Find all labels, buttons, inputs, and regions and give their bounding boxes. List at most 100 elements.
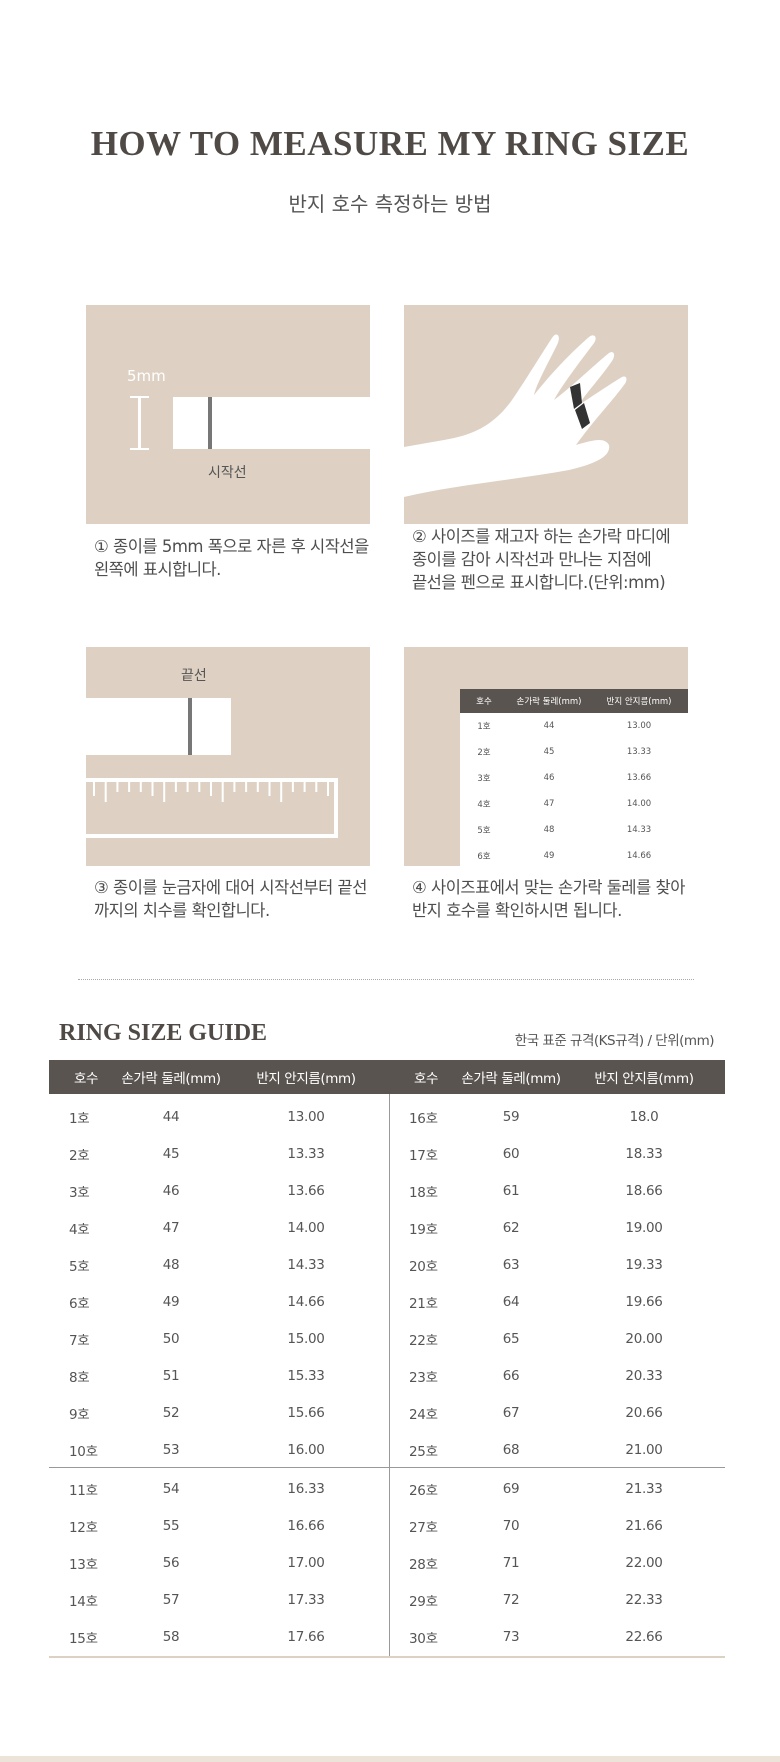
table-cell: 73: [502, 1628, 520, 1645]
table-cell: 68: [502, 1441, 520, 1458]
header-cell: 손가락 둘레(mm): [461, 1071, 561, 1087]
table-cell: 64: [502, 1293, 520, 1310]
hand-icon: [404, 334, 627, 497]
mini-cell: 2호: [477, 748, 491, 758]
caption-line: 종이를 감아 시작선과 만나는 지점에: [412, 550, 652, 569]
caption-line: 끝선을 펜으로 표시합니다.(단위:mm): [412, 573, 666, 592]
caption-line: 반지 호수를 확인하시면 됩니다.: [412, 901, 622, 920]
table-cell: 22.00: [625, 1554, 663, 1571]
table-cell: 17.00: [287, 1554, 325, 1571]
mini-table-header: 호수 손가락 둘레(mm) 반지 안지름(mm): [460, 689, 688, 713]
table-cell: 15.33: [287, 1367, 325, 1384]
table-row: 12호 55 16.66 27호 70 21.66: [49, 1507, 725, 1544]
caption-line: 까지의 치수를 확인합니다.: [94, 901, 270, 920]
table-cell: 15호: [69, 1630, 98, 1647]
table-cell: 17.33: [287, 1591, 325, 1608]
table-cell: 28호: [409, 1556, 438, 1573]
table-cell: 55: [162, 1517, 180, 1534]
step1-caption: ① 종이를 5mm 폭으로 자른 후 시작선을 왼쪽에 표시합니다.: [94, 535, 369, 581]
table-cell: 18.0: [629, 1108, 659, 1125]
table-row: 7호 50 15.00 22호 65 20.00: [49, 1320, 725, 1357]
table-cell: 21.33: [625, 1480, 663, 1497]
table-row: 11호 54 16.33 26호 69 21.33: [49, 1470, 725, 1507]
divider: [78, 979, 694, 980]
table-cell: 66: [502, 1367, 520, 1384]
table-cell: 27호: [409, 1519, 438, 1536]
table-cell: 67: [502, 1404, 520, 1421]
table-cell: 18호: [409, 1184, 438, 1201]
table-cell: 9호: [69, 1406, 90, 1423]
start-line: [208, 397, 212, 449]
mini-cell: 3호: [477, 774, 491, 784]
table-row: 14호 57 17.33 29호 72 22.33: [49, 1581, 725, 1618]
mini-cell: 14.66: [626, 851, 652, 861]
table-cell: 60: [502, 1145, 520, 1162]
mini-cell: 14.33: [626, 825, 652, 835]
table-row: 8호 51 15.33 23호 66 20.33: [49, 1357, 725, 1394]
table-cell: 13.66: [287, 1182, 325, 1199]
table-cell: 17호: [409, 1147, 438, 1164]
mini-cell: 45: [543, 747, 555, 757]
table-cell: 24호: [409, 1406, 438, 1423]
table-cell: 72: [502, 1591, 520, 1608]
table-cell: 57: [162, 1591, 180, 1608]
mini-cell: 48: [543, 825, 555, 835]
table-cell: 20호: [409, 1258, 438, 1275]
table-cell: 30호: [409, 1630, 438, 1647]
table-cell: 51: [162, 1367, 180, 1384]
table-cell: 18.66: [625, 1182, 663, 1199]
start-line-label: 시작선: [208, 465, 247, 481]
table-row: 2호 45 13.33 17호 60 18.33: [49, 1135, 725, 1172]
column-divider: [389, 1094, 390, 1657]
table-cell: 19.33: [625, 1256, 663, 1273]
row-divider: [49, 1467, 725, 1468]
mini-table-row: 3호 46 13.66: [460, 765, 688, 791]
table-cell: 54: [162, 1480, 180, 1497]
table-row: 1호 44 13.00 16호 59 18.0: [49, 1098, 725, 1135]
table-bottom-border: [49, 1656, 725, 1658]
indicator-cap: [130, 448, 149, 450]
table-cell: 13.33: [287, 1145, 325, 1162]
table-cell: 11호: [69, 1482, 98, 1499]
mini-cell: 13.33: [626, 747, 652, 757]
mini-cell: 5호: [477, 826, 491, 836]
table-cell: 16.66: [287, 1517, 325, 1534]
mini-header-cell: 반지 안지름(mm): [606, 697, 672, 707]
table-cell: 19.66: [625, 1293, 663, 1310]
table-cell: 22호: [409, 1332, 438, 1349]
table-cell: 56: [162, 1554, 180, 1571]
table-cell: 47: [162, 1219, 180, 1236]
width-indicator: [138, 397, 141, 449]
table-cell: 63: [502, 1256, 520, 1273]
mini-header-cell: 호수: [476, 697, 492, 707]
page-subtitle: 반지 호수 측정하는 방법: [288, 192, 492, 216]
table-cell: 4호: [69, 1221, 90, 1238]
table-row: 4호 47 14.00 19호 62 19.00: [49, 1209, 725, 1246]
table-cell: 46: [162, 1182, 180, 1199]
table-cell: 21호: [409, 1295, 438, 1312]
mini-table-row: 4호 47 14.00: [460, 791, 688, 817]
mini-cell: 46: [543, 773, 555, 783]
step3-caption: ③ 종이를 눈금자에 대어 시작선부터 끝선 까지의 치수를 확인합니다.: [94, 876, 367, 922]
table-cell: 50: [162, 1330, 180, 1347]
table-cell: 22.66: [625, 1628, 663, 1645]
table-cell: 48: [162, 1256, 180, 1273]
mini-cell: 6호: [477, 852, 491, 862]
ruler: [86, 778, 338, 838]
table-cell: 8호: [69, 1369, 90, 1386]
table-cell: 26호: [409, 1482, 438, 1499]
table-cell: 14.66: [287, 1293, 325, 1310]
mini-cell: 44: [543, 721, 555, 731]
table-cell: 12호: [69, 1519, 98, 1536]
table-row: 9호 52 15.66 24호 67 20.66: [49, 1394, 725, 1431]
paper-strip: [173, 397, 370, 449]
table-cell: 13.00: [287, 1108, 325, 1125]
caption-line: ① 종이를 5mm 폭으로 자른 후 시작선을: [94, 537, 369, 556]
end-line: [188, 698, 192, 755]
table-cell: 16.33: [287, 1480, 325, 1497]
header-cell: 손가락 둘레(mm): [121, 1071, 221, 1087]
table-cell: 53: [162, 1441, 180, 1458]
table-row: 13호 56 17.00 28호 71 22.00: [49, 1544, 725, 1581]
caption-line: ② 사이즈를 재고자 하는 손가락 마디에: [412, 527, 671, 546]
table-cell: 14.33: [287, 1256, 325, 1273]
